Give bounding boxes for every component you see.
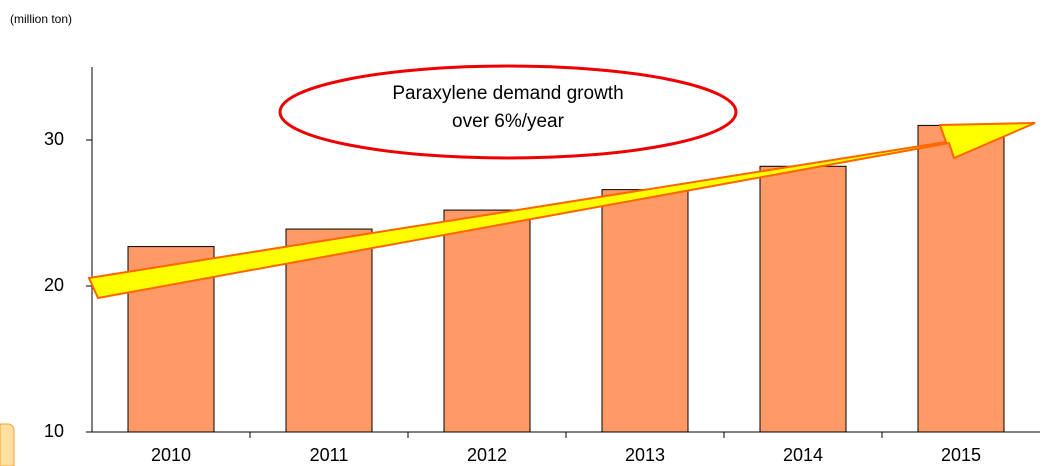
bar xyxy=(443,209,531,433)
y-axis-label: (million ton) xyxy=(10,12,72,26)
plot: 10 20 30 2010 2011 2012 2013 2014 2015 xyxy=(44,67,1040,465)
bar xyxy=(601,189,689,433)
bar xyxy=(285,228,373,433)
annotation-ellipse xyxy=(278,64,738,160)
annotation-line: Paraxylene demand growth xyxy=(392,83,623,104)
x-tick-label: 2015 xyxy=(941,445,981,465)
x-tick-label: 2014 xyxy=(783,445,823,465)
y-tick-label: 30 xyxy=(44,129,64,149)
growth-arrow xyxy=(87,122,1036,300)
x-tick-label: 2011 xyxy=(310,445,349,465)
corner-decoration xyxy=(0,423,15,466)
bar xyxy=(759,165,847,433)
bar xyxy=(917,124,1005,433)
annotation-line: over 6%/year xyxy=(452,111,565,132)
y-tick-label: 10 xyxy=(44,421,64,441)
x-tick-label: 2010 xyxy=(151,445,191,465)
y-tick-label: 20 xyxy=(44,275,64,295)
x-tick-label: 2012 xyxy=(467,445,507,465)
x-tick-label: 2013 xyxy=(625,445,665,465)
